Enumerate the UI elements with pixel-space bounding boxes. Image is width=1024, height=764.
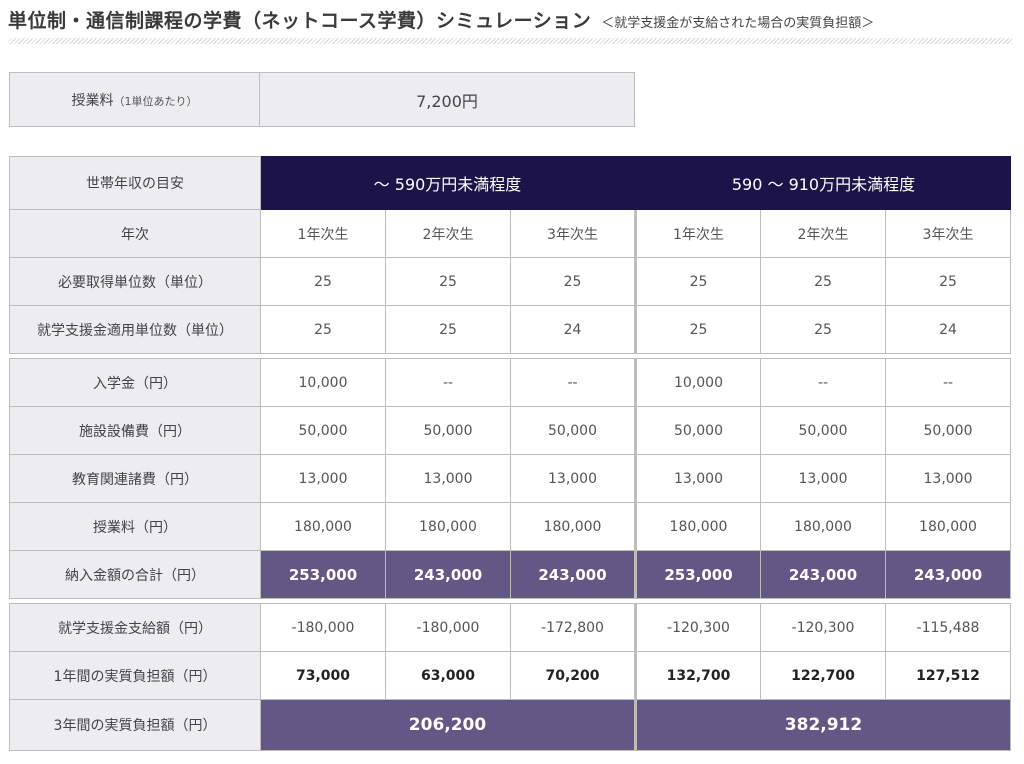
tuition-fee-row: 授業料（円） 180,000 180,000 180,000 180,000 1… (9, 502, 1011, 551)
table-cell: 50,000 (885, 406, 1011, 455)
income-band-label: 世帯年収の目安 (9, 156, 261, 210)
table-cell: -- (760, 358, 886, 407)
table-cell: 180,000 (885, 502, 1011, 551)
table-cell: 13,000 (260, 454, 386, 503)
tuition-label-cell: 授業料（1単位あたり） (9, 72, 260, 127)
table-cell: 24 (510, 305, 636, 354)
support-credits-row: 就学支援金適用単位数（単位） 25 25 24 25 25 24 (9, 305, 1011, 354)
income-band-1: ～ 590万円未満程度 (260, 156, 636, 210)
table-cell: -120,300 (634, 603, 761, 652)
table-cell: 180,000 (385, 502, 511, 551)
year-cell: 3年次生 (510, 209, 636, 258)
total-cell: 243,000 (885, 550, 1011, 599)
burden-cell: 70,200 (510, 651, 636, 700)
annual-burden-row: 1年間の実質負担額（円） 73,000 63,000 70,200 132,70… (9, 651, 1011, 700)
table-cell: 50,000 (510, 406, 636, 455)
row-label: 教育関連諸費（円） (9, 454, 261, 503)
row-label: 必要取得単位数（単位） (9, 257, 261, 306)
total-cell: 243,000 (385, 550, 511, 599)
table-cell: 50,000 (634, 406, 761, 455)
table-cell: 50,000 (760, 406, 886, 455)
table-cell: -- (510, 358, 636, 407)
income-band-header-row: 世帯年収の目安 ～ 590万円未満程度 590 ～ 910万円未満程度 (9, 156, 1011, 210)
year-cell: 2年次生 (385, 209, 511, 258)
table-cell: -120,300 (760, 603, 886, 652)
year-row: 年次 1年次生 2年次生 3年次生 1年次生 2年次生 3年次生 (9, 209, 1011, 258)
table-cell: 25 (634, 257, 761, 306)
simulation-table: 世帯年収の目安 ～ 590万円未満程度 590 ～ 910万円未満程度 年次 1… (9, 156, 1011, 751)
title-divider (8, 38, 1012, 44)
table-cell: -- (885, 358, 1011, 407)
total-cell: 253,000 (260, 550, 386, 599)
burden-cell: 132,700 (634, 651, 761, 700)
table-cell: -180,000 (385, 603, 511, 652)
table-cell: 180,000 (634, 502, 761, 551)
row-label: 納入金額の合計（円） (9, 550, 261, 599)
tuition-table: 授業料（1単位あたり） 7,200円 (9, 72, 635, 127)
table-cell: -172,800 (510, 603, 636, 652)
tuition-value: 7,200円 (259, 72, 635, 127)
income-band-2: 590 ～ 910万円未満程度 (634, 156, 1011, 210)
row-label: 3年間の実質負担額（円） (9, 699, 261, 751)
table-cell: 13,000 (510, 454, 636, 503)
burden-cell: 127,512 (885, 651, 1011, 700)
row-label: 就学支援金適用単位数（単位） (9, 305, 261, 354)
table-cell: -115,488 (885, 603, 1011, 652)
table-cell: 24 (885, 305, 1011, 354)
burden-cell: 122,700 (760, 651, 886, 700)
facility-fee-row: 施設設備費（円） 50,000 50,000 50,000 50,000 50,… (9, 406, 1011, 455)
education-fee-row: 教育関連諸費（円） 13,000 13,000 13,000 13,000 13… (9, 454, 1011, 503)
table-cell: 180,000 (760, 502, 886, 551)
row-label: 1年間の実質負担額（円） (9, 651, 261, 700)
year-cell: 2年次生 (760, 209, 886, 258)
table-cell: -180,000 (260, 603, 386, 652)
page-title: 単位制・通信制課程の学費（ネットコース学費）シミュレーション (8, 10, 592, 32)
row-label: 入学金（円） (9, 358, 261, 407)
table-cell: 25 (385, 257, 511, 306)
admission-fee-row: 入学金（円） 10,000 -- -- 10,000 -- -- (9, 358, 1011, 407)
table-cell: 10,000 (260, 358, 386, 407)
table-cell: 13,000 (385, 454, 511, 503)
table-cell: 10,000 (634, 358, 761, 407)
row-label: 就学支援金支給額（円） (9, 603, 261, 652)
table-cell: -- (385, 358, 511, 407)
burden-cell: 73,000 (260, 651, 386, 700)
table-cell: 13,000 (634, 454, 761, 503)
table-cell: 50,000 (385, 406, 511, 455)
row-label: 施設設備費（円） (9, 406, 261, 455)
total-cell: 253,000 (634, 550, 761, 599)
table-cell: 13,000 (885, 454, 1011, 503)
table-cell: 25 (385, 305, 511, 354)
year-label: 年次 (9, 209, 261, 258)
table-cell: 25 (760, 257, 886, 306)
page-subtitle: ＜就学支援金が支給された場合の実質負担額＞ (601, 16, 875, 31)
table-cell: 25 (760, 305, 886, 354)
page-title-bar: 単位制・通信制課程の学費（ネットコース学費）シミュレーション ＜就学支援金が支給さ… (8, 6, 1012, 32)
table-cell: 180,000 (260, 502, 386, 551)
table-cell: 25 (885, 257, 1011, 306)
burden-cell: 63,000 (385, 651, 511, 700)
three-year-burden-row: 3年間の実質負担額（円） 206,200 382,912 (9, 699, 1011, 751)
year-cell: 1年次生 (634, 209, 761, 258)
payment-total-row: 納入金額の合計（円） 253,000 243,000 243,000 253,0… (9, 550, 1011, 599)
table-cell: 180,000 (510, 502, 636, 551)
tuition-label: 授業料 (71, 92, 114, 109)
table-cell: 25 (634, 305, 761, 354)
tuition-label-note: （1単位あたり） (113, 94, 198, 108)
table-cell: 13,000 (760, 454, 886, 503)
three-year-total-band-2: 382,912 (634, 699, 1011, 751)
table-cell: 25 (260, 257, 386, 306)
required-credits-row: 必要取得単位数（単位） 25 25 25 25 25 25 (9, 257, 1011, 306)
total-cell: 243,000 (510, 550, 636, 599)
year-cell: 3年次生 (885, 209, 1011, 258)
table-cell: 50,000 (260, 406, 386, 455)
total-cell: 243,000 (760, 550, 886, 599)
year-cell: 1年次生 (260, 209, 386, 258)
support-amount-row: 就学支援金支給額（円） -180,000 -180,000 -172,800 -… (9, 603, 1011, 652)
three-year-total-band-1: 206,200 (260, 699, 636, 751)
table-cell: 25 (260, 305, 386, 354)
row-label: 授業料（円） (9, 502, 261, 551)
table-cell: 25 (510, 257, 636, 306)
